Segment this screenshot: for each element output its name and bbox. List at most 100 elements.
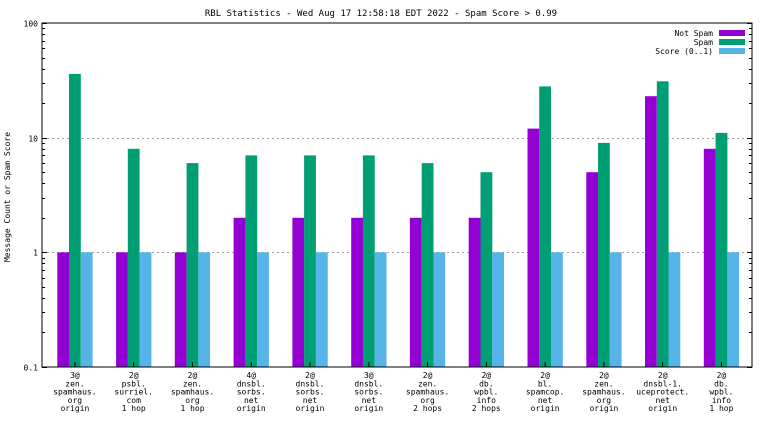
bar — [174, 252, 187, 367]
x-category-label: origin — [237, 404, 266, 413]
y-tick-label: 100 — [24, 20, 39, 29]
bars-layer — [57, 73, 740, 368]
x-category-label: org — [597, 396, 612, 405]
bar — [127, 148, 140, 367]
bar — [598, 142, 610, 367]
bar — [233, 217, 246, 367]
legend-swatch — [719, 39, 745, 45]
x-category-label: origin — [60, 404, 89, 413]
bar — [645, 96, 657, 367]
x-category-label: bl. — [538, 379, 552, 388]
x-category-label: zen. — [183, 379, 202, 388]
bar — [374, 252, 387, 367]
x-category-label: net — [538, 396, 553, 405]
bar — [715, 132, 728, 367]
bar — [551, 252, 563, 367]
bar — [656, 81, 669, 368]
legend-label: Not Spam — [674, 29, 713, 38]
bar — [351, 217, 363, 367]
x-category-label: dnsbl. — [237, 379, 266, 388]
x-category-label: origin — [648, 404, 677, 413]
x-category-label: 2@ — [188, 371, 198, 380]
x-category-label: 2 hops — [413, 404, 442, 413]
bar — [257, 252, 269, 367]
x-category-label: 2@ — [717, 371, 727, 380]
x-category-label: 2 hops — [472, 404, 501, 413]
x-category-label: 2@ — [305, 371, 315, 380]
y-axis-label: Message Count or Spam Score — [3, 132, 12, 262]
legend-swatch — [719, 48, 745, 54]
bar — [186, 163, 199, 367]
bar — [492, 252, 504, 367]
ticks-layer: 0.1 1 10 100 — [24, 20, 752, 373]
x-category-label: 2@ — [540, 371, 550, 380]
legend-label: Score (0..1) — [655, 47, 713, 56]
x-category-label: dnsbl. — [296, 379, 325, 388]
grid-layer — [42, 138, 752, 253]
x-category-label: origin — [531, 404, 560, 413]
bar — [609, 252, 622, 367]
x-category-label: net — [244, 396, 259, 405]
bar — [539, 86, 551, 368]
bar — [421, 163, 434, 367]
x-category-label: 3@ — [70, 371, 80, 380]
x-category-label: spamhaus. — [171, 388, 214, 397]
x-category-label: zen. — [418, 379, 437, 388]
bar — [703, 148, 716, 367]
x-category-label: com — [126, 396, 141, 405]
x-category-label: 1 hop — [122, 404, 146, 413]
legend-label: Spam — [694, 38, 713, 47]
bar — [198, 252, 211, 367]
x-category-label: org — [185, 396, 200, 405]
bar — [245, 155, 258, 367]
x-category-label: org — [420, 396, 435, 405]
x-category-label: spamhaus. — [582, 388, 625, 397]
bar — [116, 252, 128, 367]
x-category-label: spamhaus. — [406, 388, 449, 397]
x-category-label: sorbs. — [354, 388, 383, 397]
bar — [304, 155, 316, 367]
x-category-label: 4@ — [246, 371, 256, 380]
x-category-label: net — [303, 396, 318, 405]
x-category-label: 2@ — [129, 371, 139, 380]
x-category-label: 2@ — [599, 371, 609, 380]
x-category-label: dnsbl. — [354, 379, 383, 388]
x-category-label: 2@ — [658, 371, 668, 380]
bar — [57, 252, 70, 367]
x-category-label: 2@ — [481, 371, 491, 380]
x-category-labels: 3@zen.spamhaus.orgorigin2@psbl.surriel.c… — [53, 371, 733, 413]
bar — [139, 252, 152, 367]
bar — [292, 217, 305, 367]
x-category-label: spamcop. — [526, 388, 565, 397]
x-category-label: sorbs. — [237, 388, 266, 397]
x-category-label: wpbl. — [709, 388, 733, 397]
x-category-label: net — [362, 396, 377, 405]
bar — [727, 252, 740, 367]
x-category-label: spamhaus. — [53, 388, 96, 397]
x-category-label: db. — [714, 379, 728, 388]
x-category-label: net — [655, 396, 670, 405]
bar — [69, 73, 81, 368]
x-category-label: 3@ — [364, 371, 374, 380]
chart-title: RBL Statistics - Wed Aug 17 12:58:18 EDT… — [205, 9, 557, 19]
bar — [433, 252, 446, 367]
bar — [315, 252, 328, 367]
bar — [480, 172, 493, 367]
x-category-label: 2@ — [423, 371, 433, 380]
bar — [362, 155, 375, 367]
bar — [668, 252, 681, 367]
bar — [80, 252, 93, 367]
x-category-label: uceprotect. — [636, 388, 689, 397]
x-category-label: db. — [479, 379, 493, 388]
y-tick-label: 1 — [33, 249, 38, 258]
x-category-label: 1 hop — [709, 404, 733, 413]
x-category-label: sorbs. — [296, 388, 325, 397]
x-category-label: surriel. — [114, 388, 153, 397]
legend-swatch — [719, 30, 745, 36]
x-category-label: origin — [354, 404, 383, 413]
x-category-label: origin — [296, 404, 325, 413]
x-category-label: psbl. — [122, 379, 146, 388]
